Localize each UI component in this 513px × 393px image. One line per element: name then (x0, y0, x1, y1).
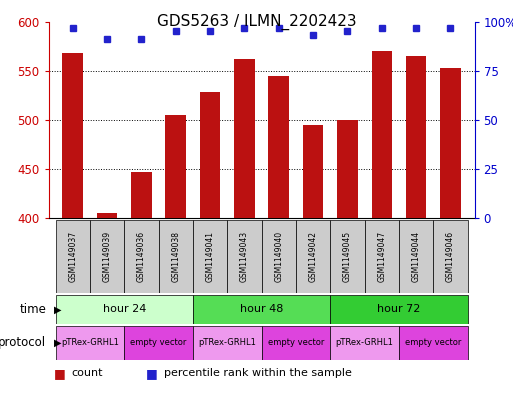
Text: pTRex-GRHL1: pTRex-GRHL1 (336, 338, 393, 347)
Text: GSM1149043: GSM1149043 (240, 231, 249, 282)
Bar (399, 326, 468, 360)
Bar (200, 92, 221, 218)
Text: ■: ■ (146, 367, 158, 380)
Bar (124, 326, 193, 360)
Text: GSM1149047: GSM1149047 (378, 231, 386, 282)
Bar (303, 125, 323, 218)
Bar (193, 220, 227, 293)
Bar (365, 220, 399, 293)
Bar (55, 326, 124, 360)
Text: GSM1149036: GSM1149036 (137, 231, 146, 282)
Bar (227, 220, 262, 293)
Text: pTRex-GRHL1: pTRex-GRHL1 (61, 338, 119, 347)
Text: empty vector: empty vector (405, 338, 462, 347)
Text: GSM1149040: GSM1149040 (274, 231, 283, 282)
Bar (166, 115, 186, 218)
Bar (63, 53, 83, 218)
Bar (97, 213, 117, 218)
Bar (234, 59, 255, 218)
Text: hour 72: hour 72 (377, 305, 421, 314)
Text: empty vector: empty vector (130, 338, 187, 347)
Text: GDS5263 / ILMN_2202423: GDS5263 / ILMN_2202423 (156, 14, 357, 30)
Text: ■: ■ (54, 367, 66, 380)
Bar (55, 295, 193, 324)
Text: GSM1149041: GSM1149041 (206, 231, 214, 282)
Bar (337, 120, 358, 218)
Text: GSM1149039: GSM1149039 (103, 231, 112, 282)
Bar (193, 295, 330, 324)
Text: ▶: ▶ (54, 305, 62, 314)
Text: pTRex-GRHL1: pTRex-GRHL1 (199, 338, 256, 347)
Bar (330, 295, 468, 324)
Bar (268, 75, 289, 218)
Bar (330, 220, 365, 293)
Text: GSM1149045: GSM1149045 (343, 231, 352, 282)
Text: percentile rank within the sample: percentile rank within the sample (164, 368, 352, 378)
Text: count: count (72, 368, 103, 378)
Bar (296, 220, 330, 293)
Bar (406, 56, 426, 218)
Bar (90, 220, 124, 293)
Text: empty vector: empty vector (268, 338, 324, 347)
Text: GSM1149044: GSM1149044 (411, 231, 421, 282)
Bar (399, 220, 433, 293)
Bar (371, 51, 392, 218)
Text: protocol: protocol (0, 336, 46, 349)
Bar (193, 326, 262, 360)
Bar (55, 220, 90, 293)
Text: GSM1149046: GSM1149046 (446, 231, 455, 282)
Bar (262, 220, 296, 293)
Text: ▶: ▶ (54, 338, 62, 348)
Text: GSM1149038: GSM1149038 (171, 231, 180, 282)
Bar (131, 172, 152, 218)
Text: GSM1149042: GSM1149042 (309, 231, 318, 282)
Bar (124, 220, 159, 293)
Bar (433, 220, 468, 293)
Text: hour 24: hour 24 (103, 305, 146, 314)
Bar (262, 326, 330, 360)
Text: hour 48: hour 48 (240, 305, 283, 314)
Text: time: time (19, 303, 46, 316)
Bar (330, 326, 399, 360)
Text: GSM1149037: GSM1149037 (68, 231, 77, 282)
Bar (159, 220, 193, 293)
Bar (440, 68, 461, 218)
